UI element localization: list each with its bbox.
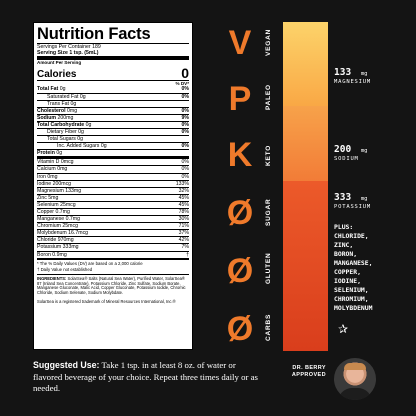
claim-vegan-letter: V [228, 24, 252, 62]
star-icon: ✰ [338, 322, 349, 336]
vitamin-row: Zinc 5mg 45% [37, 193, 189, 201]
vitamin-row: Chromium 25mcg 71% [37, 222, 189, 230]
nutrient-rows: Total Fat 0g 0% Saturated Fat 0g 0% Trans Fa… [37, 86, 189, 156]
plus-item: CHROMIUM, [334, 295, 369, 303]
plus-minerals-list: PLUS: CHLORIDE, ZINC, BORON, MANGANESE, COPPE… [334, 223, 372, 313]
bar-segment-potassium [283, 181, 328, 351]
plus-item: PLUS: [334, 223, 354, 231]
approved-badge: DR. BERRY APPROVED [291, 365, 326, 378]
nutrition-facts-label: Nutrition Facts Servings Per Container 1… [33, 22, 193, 350]
mineral-potassium: 333 mg POTASSIUM [334, 192, 372, 210]
vitamin-row: Vitamin D 0mcg 0% [37, 159, 189, 166]
vitamin-row: Molybdenum 16.7mcg 37% [37, 229, 189, 237]
nutrient-row: Total Sugars 0g [37, 135, 189, 142]
nutrient-row: Total Carbohydrate 0g 0% [37, 120, 189, 128]
nutrient-row: Saturated Fat 0g 0% [37, 92, 189, 100]
calories-row: Calories 0 [37, 66, 189, 80]
claim-paleo-label: PALEO [265, 84, 272, 110]
claim-sugar-label: SUGAR [265, 198, 272, 226]
claim-gluten-letter: Ø [226, 252, 254, 290]
footnote-daily-value: * The % Daily Values (DV) are based on a… [37, 260, 143, 266]
calories-value: 0 [181, 64, 189, 81]
vitamin-row: Chloride 970mg 42% [37, 236, 189, 244]
claim-keto-letter: K [227, 136, 253, 174]
nutrient-row: Inc. Added Sugars 0g 0% [37, 142, 189, 149]
vitamin-row: Iodine 200mcg 133% [37, 179, 189, 187]
ingredients: INGREDIENTS: SolarSea® Salts (Natural Se… [37, 275, 186, 296]
nutrition-facts-title: Nutrition Facts [37, 25, 151, 43]
vitamin-row: Calcium 0mg 0% [37, 165, 189, 173]
claim-carbs-letter: Ø [226, 310, 254, 348]
claim-carbs-label: CARBS [265, 313, 272, 341]
nutrient-row: Trans Fat 0g [37, 99, 189, 107]
calories-label: Calories [37, 68, 77, 80]
suggested-use: Suggested Use: Take 1 tsp. in at least 8… [33, 360, 258, 393]
vitamin-row: Manganese 0.7mg 30% [37, 215, 189, 223]
plus-item: SELENIUM, [334, 286, 369, 294]
nutrient-row: Dietary Fiber 0g 0% [37, 127, 189, 135]
vitamin-row: Potassium 333mg 7% [37, 243, 189, 251]
plus-item: ZINC, [334, 241, 354, 249]
nutrient-row: Cholesterol 0mg 0% [37, 106, 189, 114]
serving-size: Serving Size 1 tsp. (5mL) [37, 50, 99, 57]
vitamin-row: Magnesium 133mg 32% [37, 186, 189, 194]
vitamin-row: Boron 0.9mg † [37, 250, 189, 258]
claim-paleo-letter: P [228, 80, 252, 118]
plus-item: COPPER, [334, 268, 361, 276]
plus-item: CHLORIDE, [334, 232, 369, 240]
plus-item: MOLYBDENUM [334, 304, 373, 312]
vitamin-row: Iron 0mg 0% [37, 172, 189, 180]
servings-per-container: Servings Per Container 189 [37, 44, 101, 50]
claim-gluten-label: GLUTEN [265, 252, 272, 284]
nutrient-row: Sodium 200mg 9% [37, 113, 189, 121]
trademark-note: SolarSea is a registered trademark of Mi… [37, 299, 176, 305]
claim-keto-label: KETO [265, 144, 272, 166]
vitamin-row: Copper 0.7mg 78% [37, 208, 189, 215]
claim-vegan-label: VEGAN [265, 28, 272, 56]
plus-item: BORON, [334, 250, 358, 258]
claim-sugar-letter: Ø [226, 194, 254, 232]
vitamin-rows: Vitamin D 0mcg 0% Calcium 0mg 0% Iron 0mg 0% I… [37, 159, 189, 258]
daily-value-header: % DV* [37, 79, 189, 87]
bar-segment-magnesium [283, 22, 328, 106]
amount-per-serving: Amount Per Serving [37, 60, 82, 66]
bar-segment-sodium [283, 106, 328, 181]
vitamin-row: Selenium 25mcg 45% [37, 200, 189, 208]
plus-item: MANGANESE, [334, 259, 373, 267]
footnote-not-established: † Daily Value not established [37, 266, 93, 272]
nutrient-row: Total Fat 0g 0% [37, 86, 189, 93]
plus-item: IODINE, [334, 277, 361, 285]
mineral-sodium: 200 mg SODIUM [334, 144, 368, 162]
nutrient-row: Protein 0g [37, 149, 189, 156]
mineral-magnesium: 133 mg MAGNESIUM [334, 67, 372, 85]
avatar [334, 358, 376, 400]
